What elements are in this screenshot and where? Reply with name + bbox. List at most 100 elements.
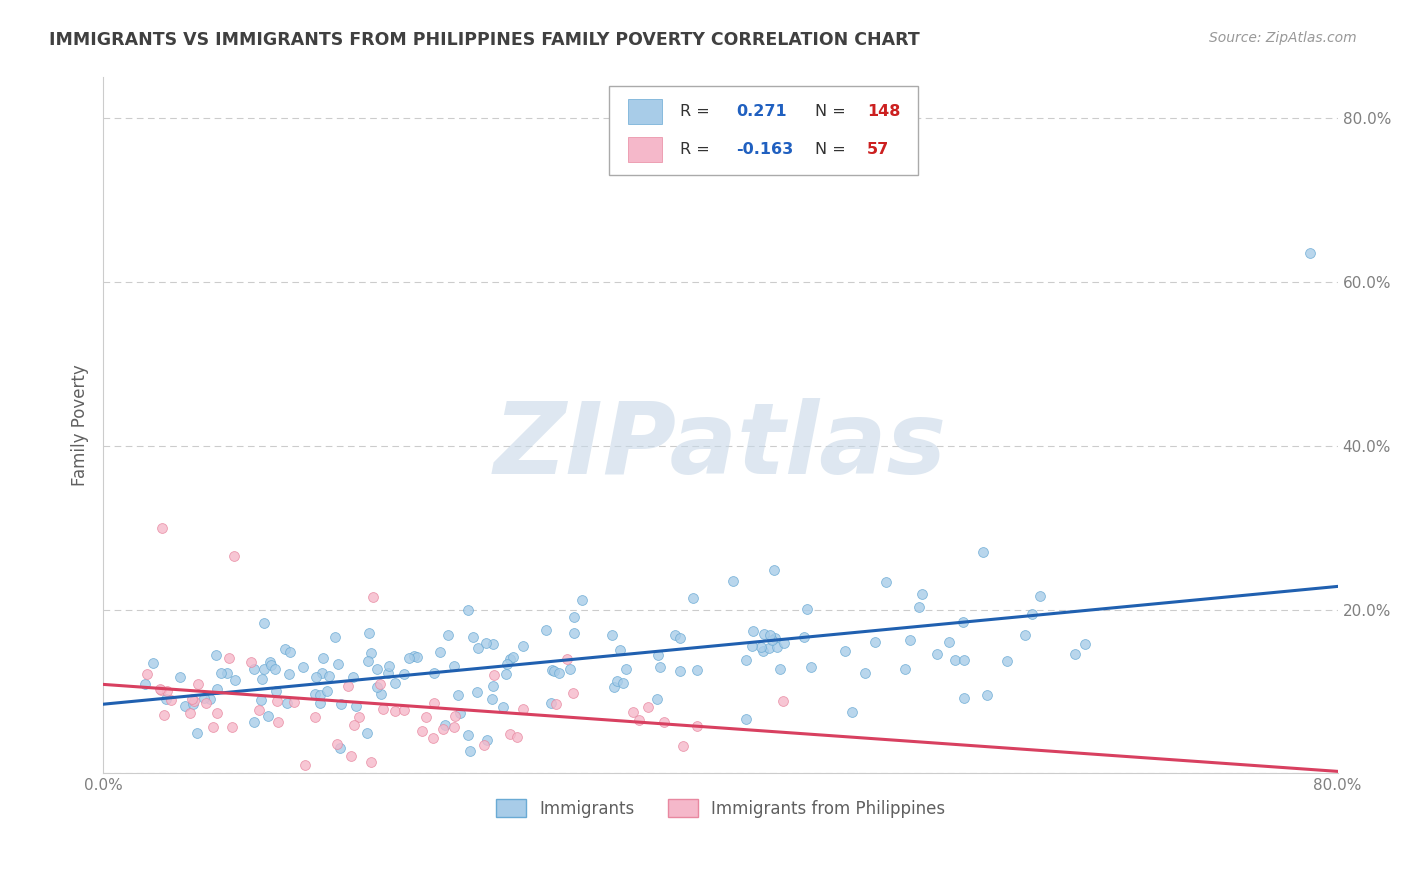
Point [758,641,780,656]
Point [647,648,669,662]
Point [547,666,569,681]
Point [173,698,195,713]
Point [329,698,352,712]
Point [472,739,495,753]
Point [346,699,368,714]
Point [181,691,204,706]
Point [240,655,263,669]
Point [541,663,564,677]
Point [160,693,183,707]
Point [938,634,960,648]
Point [360,755,382,769]
Point [218,651,240,665]
Point [560,662,582,676]
Point [741,639,763,653]
Point [972,545,994,559]
Point [179,706,201,720]
Point [361,591,384,605]
Point [652,714,675,729]
Point [422,665,444,680]
Point [911,587,934,601]
Point [149,682,172,697]
Point [264,684,287,698]
Text: R =: R = [679,104,710,119]
Point [686,663,709,677]
Point [404,648,426,663]
Point [221,720,243,734]
Point [463,630,485,644]
Point [637,700,659,714]
Point [561,685,583,699]
Point [793,630,815,644]
Point [834,644,856,658]
Point [502,650,524,665]
Point [149,682,172,697]
Point [562,610,585,624]
FancyBboxPatch shape [628,136,662,161]
Point [457,603,479,617]
Point [181,697,204,711]
Point [796,601,818,615]
Point [741,624,763,638]
Point [925,648,948,662]
Point [224,549,246,564]
Legend: Immigrants, Immigrants from Philippines: Immigrants, Immigrants from Philippines [489,793,952,824]
Point [1299,246,1322,260]
Point [907,600,929,615]
Point [250,693,273,707]
Point [734,712,756,726]
Point [600,628,623,642]
Point [723,574,745,589]
Point [373,702,395,716]
Point [735,653,758,667]
Point [443,720,465,734]
Point [512,702,534,716]
Point [415,710,437,724]
Point [304,687,326,701]
Point [155,692,177,706]
Point [761,632,783,647]
Point [772,635,794,649]
Y-axis label: Family Poverty: Family Poverty [72,365,89,486]
Point [377,665,399,680]
Text: 0.271: 0.271 [737,104,787,119]
Point [467,641,489,656]
Text: Source: ZipAtlas.com: Source: ZipAtlas.com [1209,31,1357,45]
Point [543,664,565,678]
Point [328,657,350,671]
Point [609,643,631,657]
Point [274,641,297,656]
Point [343,718,366,732]
Point [875,574,897,589]
Point [484,668,506,682]
Point [512,639,534,653]
Point [1014,628,1036,642]
Point [266,694,288,708]
Point [759,628,782,642]
Point [763,631,786,645]
Point [278,644,301,658]
Point [754,627,776,641]
Point [205,706,228,720]
Point [250,672,273,686]
Point [150,521,173,535]
Point [495,657,517,671]
Point [1073,637,1095,651]
Point [976,688,998,702]
Point [276,696,298,710]
Point [669,665,692,679]
Point [945,652,967,666]
Point [326,737,349,751]
Point [457,727,479,741]
Point [405,649,427,664]
Point [366,681,388,695]
Point [555,652,578,666]
Point [247,703,270,717]
Text: -0.163: -0.163 [737,142,793,157]
Point [193,691,215,706]
Point [304,710,326,724]
Point [458,744,481,758]
Point [253,616,276,631]
Point [292,660,315,674]
Point [672,739,695,753]
